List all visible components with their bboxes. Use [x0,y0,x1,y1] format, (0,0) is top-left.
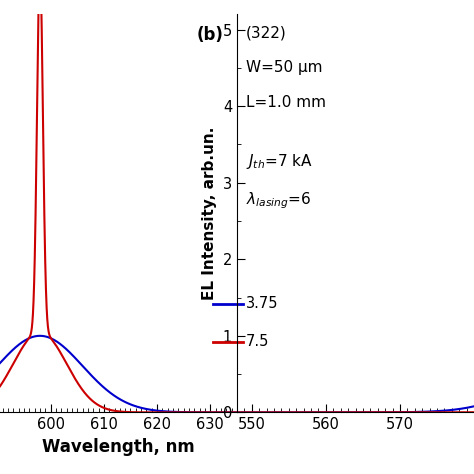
Text: W=50 μm: W=50 μm [246,60,322,75]
Text: (b): (b) [196,26,223,44]
Text: L=1.0 mm: L=1.0 mm [246,95,326,109]
X-axis label: Wavelength, nm: Wavelength, nm [42,438,195,456]
Text: $\lambda_{lasing}$=6: $\lambda_{lasing}$=6 [246,191,311,211]
Text: 3.75: 3.75 [246,296,278,311]
Y-axis label: EL Intensity, arb.un.: EL Intensity, arb.un. [202,127,217,300]
Text: $J_{th}$=7 kA: $J_{th}$=7 kA [246,152,313,171]
Text: 7.5: 7.5 [246,335,269,349]
Text: (322): (322) [246,26,287,41]
